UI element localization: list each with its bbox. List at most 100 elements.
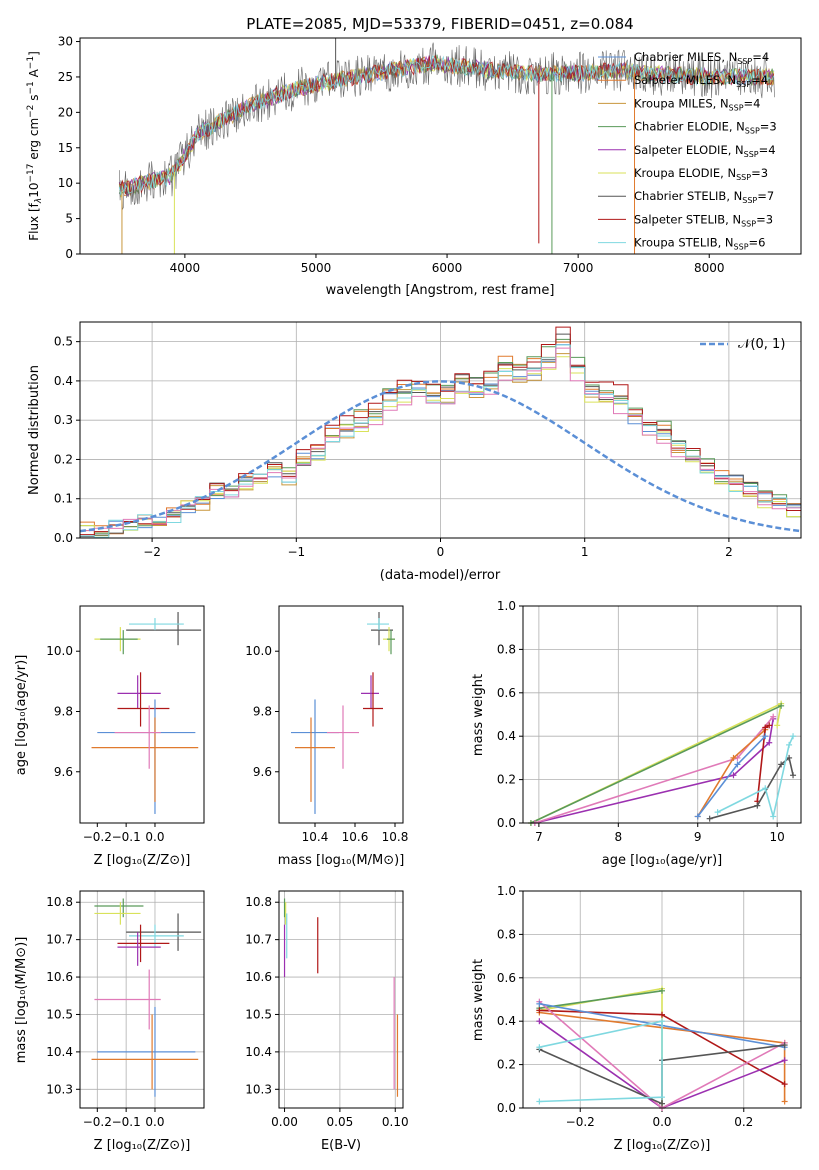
legend-label-value: =3 (760, 120, 777, 134)
legend-label-text: Kroupa STELIB, N (634, 236, 734, 250)
legend-label-subscript: SSP (745, 127, 760, 136)
age-ylabel: age [log₁₀(age/yr)] (14, 655, 29, 776)
mass-weight-series (539, 990, 663, 1009)
y-tick-label: 9.8 (54, 704, 73, 718)
residual-legend: 𝒩(0, 1) (700, 337, 785, 352)
massweight-vs-metallicity-xlabel: Z [log₁₀(Z/Z⊙)] (614, 1138, 711, 1153)
massweight-vs-age-frame (522, 605, 802, 824)
x-tick-label: 10.6 (342, 830, 369, 844)
y-tick-label: 0.0 (497, 816, 516, 830)
legend-label: Salpeter STELIB, NSSP=3 (634, 212, 773, 228)
spectrum-axes-frame (79, 37, 802, 255)
legend-label-subscript: SSP (734, 243, 749, 252)
legend-label-subscript: SSP (736, 80, 751, 89)
legend-label-value: =4 (759, 143, 776, 157)
y-tick-label: 0.6 (497, 971, 516, 985)
x-tick-label: 0 (437, 545, 445, 559)
legend-label-subscript: SSP (744, 150, 759, 159)
y-tick-label: 10.7 (46, 933, 73, 947)
legend-label: Chabrier ELODIE, NSSP=3 (634, 120, 777, 136)
x-tick-label: 0.0 (652, 1115, 671, 1129)
y-tick-label: 0.2 (497, 773, 516, 787)
mass-weight-series (530, 705, 782, 824)
mass-vs-metallicity-xlabel: Z [log₁₀(Z/Z⊙)] (94, 1138, 191, 1153)
massweight-vs-age-xlabel: age [log₁₀(age/yr)] (602, 853, 723, 868)
mass-vs-reddening-plot: 0.00 0.05 0.10 10.3 10.4 10.5 10.6 10.7 10.8 (245, 891, 409, 1129)
y-tick-label: 10.4 (46, 1045, 73, 1059)
residual-histogram-plot: −2 −1 0 1 2 0.0 0.1 0.2 0.3 0.4 0.5 (54, 322, 802, 559)
age-vs-mass-xlabel: mass [log₁₀(M/M⊙)] (278, 853, 405, 868)
x-tick-label: 9 (694, 830, 702, 844)
y-tick-label: 0.1 (54, 492, 73, 506)
y-tick-label: 30 (58, 35, 73, 49)
legend-label-subscript: SSP (737, 57, 752, 66)
residual-xlabel: (data-model)/error (380, 568, 501, 583)
spectrum-xlabel: wavelength [Angstrom, rest frame] (326, 283, 555, 298)
legend-label: Chabrier STELIB, NSSP=7 (634, 189, 774, 205)
legend-label-subscript: SSP (742, 196, 757, 205)
mass-weight-series (539, 1020, 663, 1103)
legend-label-value: =6 (749, 236, 766, 250)
residual-legend-label: 𝒩(0, 1) (738, 337, 785, 352)
x-tick-label: 6000 (432, 261, 463, 275)
y-tick-label: 15 (58, 141, 73, 155)
y-tick-label: 0.4 (497, 1014, 516, 1028)
y-tick-label: 10.3 (245, 1082, 272, 1096)
x-tick-label: 8000 (694, 261, 725, 275)
y-tick-label: 10.7 (245, 933, 272, 947)
y-tick-label: 10.4 (245, 1045, 272, 1059)
x-tick-label: 0.00 (271, 1115, 298, 1129)
y-tick-label: 0.4 (497, 729, 516, 743)
mass-vs-metallicity-frame (79, 890, 205, 1109)
legend-label: Kroupa ELODIE, NSSP=3 (634, 166, 768, 182)
legend-label: Salpeter ELODIE, NSSP=4 (634, 143, 776, 159)
residual-ylabel: Normed distribution (27, 365, 42, 495)
y-tick-label: 0.0 (54, 531, 73, 545)
y-tick-label: 1.0 (497, 884, 516, 898)
legend-label-value: =4 (744, 96, 761, 110)
y-tick-label: 10.8 (46, 895, 73, 909)
spectrum-series (118, 55, 775, 195)
legend-label-value: =3 (756, 212, 773, 226)
legend-label: Chabrier MILES, NSSP=4 (634, 50, 769, 66)
x-tick-label: 5000 (301, 261, 332, 275)
massweight-vs-metallicity-frame (522, 890, 802, 1109)
y-tick-label: 0.0 (497, 1101, 516, 1115)
x-tick-label: 7 (535, 830, 543, 844)
legend-label-text: Kroupa ELODIE, N (634, 166, 736, 180)
massweight-vs-age-plot: 7 8 9 10 0.0 0.2 0.4 0.6 0.8 1.0 (497, 599, 801, 844)
y-tick-label: 10 (58, 176, 73, 190)
age-vs-mass-frame (278, 605, 404, 824)
y-tick-label: 10.6 (46, 970, 73, 984)
x-tick-label: 10.4 (302, 830, 329, 844)
y-tick-label: 10.5 (245, 1007, 272, 1021)
mass-vs-reddening-frame (278, 890, 404, 1109)
x-tick-label: 0.2 (734, 1115, 753, 1129)
legend-label-text: Chabrier ELODIE, N (634, 120, 745, 134)
histogram-series (80, 326, 801, 536)
y-tick-label: 0.2 (497, 1058, 516, 1072)
spectrum-title: PLATE=2085, MJD=53379, FIBERID=0451, z=0… (246, 15, 633, 33)
age-vs-metallicity-frame (79, 605, 205, 824)
legend-label-subscript: SSP (741, 219, 756, 228)
y-tick-label: 0.6 (497, 686, 516, 700)
massweight-vs-metallicity-ylabel: mass weight (471, 959, 486, 1041)
age-vs-metallicity-plot: −0.2 −0.1 0.0 9.6 9.8 10.0 (46, 612, 202, 844)
y-tick-label: 1.0 (497, 599, 516, 613)
x-tick-label: 10.8 (382, 830, 409, 844)
x-tick-label: 10 (770, 830, 785, 844)
legend-label-text: Kroupa MILES, N (634, 96, 729, 110)
y-tick-label: 0.8 (497, 642, 516, 656)
mass-vs-metallicity-plot: −0.2 −0.1 0.0 10.3 10.4 10.5 10.6 10.7 10.8 (46, 891, 204, 1129)
x-tick-label: 4000 (170, 261, 201, 275)
spectrum-lines (118, 38, 775, 254)
mass-ylabel: mass [log₁₀(M/M⊙)] (14, 937, 29, 1064)
y-tick-label: 10.8 (245, 895, 272, 909)
y-tick-label: 10.5 (46, 1007, 73, 1021)
histogram-series (80, 356, 801, 537)
legend-label-subscript: SSP (729, 103, 744, 112)
legend-label-text: Salpeter MILES, N (634, 73, 736, 87)
y-tick-label: 9.8 (253, 704, 272, 718)
